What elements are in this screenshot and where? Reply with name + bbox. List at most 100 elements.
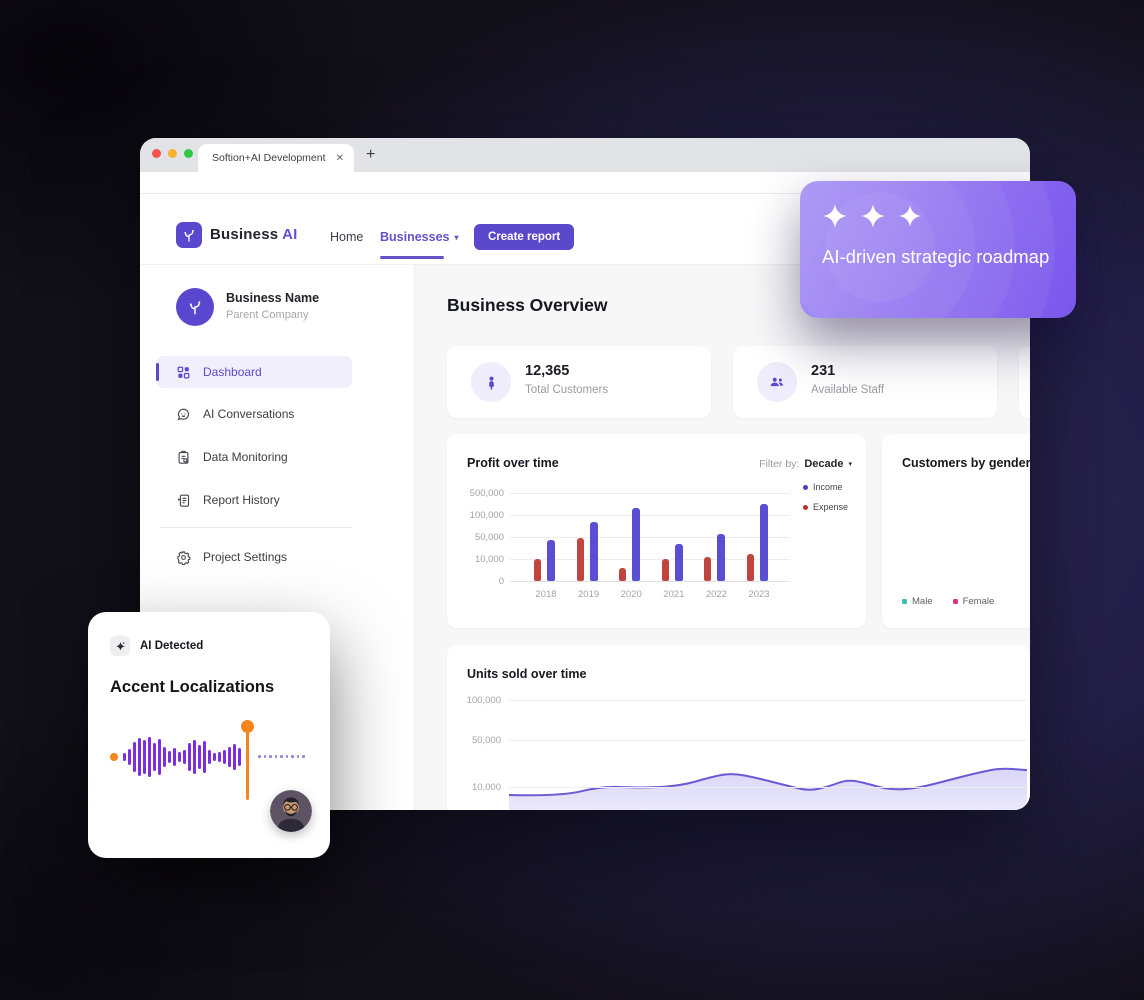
clipboard-search-icon — [178, 450, 189, 464]
waveform-dot — [291, 755, 294, 758]
close-window-button[interactable] — [152, 149, 161, 158]
expense-bar — [661, 559, 669, 581]
units-area-fill — [509, 768, 1027, 810]
waveform-bar — [213, 753, 216, 761]
main-content: Business Overview 12,365 Total Customers — [415, 265, 1030, 810]
filter-dropdown[interactable]: Filter by: Decade ▾ — [759, 458, 852, 470]
create-report-button[interactable]: Create report — [474, 224, 575, 250]
sidebar-item-project-settings[interactable]: Project Settings — [156, 541, 352, 573]
legend-item-male: Male — [902, 596, 933, 607]
playhead-knob-icon[interactable] — [241, 720, 254, 733]
legend-item-expense: Expense — [803, 502, 848, 512]
report-document-icon — [177, 494, 190, 507]
units-area-chart: 100,000 50,000 10,000 — [447, 645, 1030, 810]
sidebar-item-ai-conversations[interactable]: AI Conversations — [156, 398, 352, 430]
business-ai-logo-icon — [176, 222, 202, 248]
tab-close-icon[interactable]: ✕ — [335, 152, 344, 164]
legend-label: Male — [912, 596, 933, 607]
income-bar — [674, 544, 683, 581]
waveform-dot — [263, 755, 266, 758]
income-bar — [547, 539, 555, 581]
chart-title: Customers by gender — [902, 456, 1030, 470]
waveform-bar — [173, 748, 176, 766]
sparkle-stars — [822, 203, 922, 229]
y-axis-tick: 10,000 — [471, 782, 501, 793]
expense-legend-dot — [803, 504, 808, 510]
y-axis-tick: 10,000 — [474, 554, 504, 565]
expense-bar — [576, 538, 584, 581]
people-icon — [757, 362, 797, 402]
x-axis-tick: 2023 — [748, 589, 770, 600]
expense-bar — [704, 557, 712, 581]
y-axis-tick: 100,000 — [466, 695, 501, 706]
stat-value: 12,365 — [525, 363, 570, 379]
sparkle-icon — [899, 205, 921, 227]
sidebar-divider — [160, 527, 352, 528]
sidebar-profile[interactable]: Business Name Parent Company — [176, 288, 319, 326]
brand-accent-text: AI — [282, 226, 298, 243]
business-subtitle: Parent Company — [226, 309, 309, 321]
waveform-bar — [233, 744, 236, 770]
sidebar-item-report-history[interactable]: Report History — [156, 484, 352, 516]
income-bar — [632, 508, 641, 581]
waveform-playhead[interactable] — [241, 720, 254, 800]
chart-legend: Income Expense — [803, 482, 848, 522]
waveform-start-dot — [110, 753, 118, 761]
units-sold-card: Units sold over time — [447, 645, 1030, 810]
badge-label: AI Detected — [140, 640, 204, 652]
waveform-dot — [280, 755, 283, 758]
zoom-window-button[interactable] — [184, 149, 193, 158]
x-axis-tick: 2018 — [535, 589, 557, 600]
decorative-ring — [800, 181, 1055, 318]
waveform-bar — [218, 752, 221, 762]
minimize-window-button[interactable] — [168, 149, 177, 158]
waveform-dot — [296, 755, 299, 758]
y-axis-tick: 50,000 — [474, 532, 504, 543]
ai-detected-badge: AI Detected — [110, 636, 203, 656]
gear-icon — [177, 550, 191, 565]
accent-localizations-card: AI Detected Accent Localizations — [88, 612, 330, 858]
decorative-ring — [800, 181, 1015, 318]
legend-label: Expense — [813, 502, 849, 512]
browser-tab[interactable]: Softion+AI Development ✕ — [198, 144, 354, 172]
nav-home-link[interactable]: Home — [330, 230, 364, 244]
chart-title: Profit over time — [467, 456, 559, 470]
business-name: Business Name — [226, 291, 320, 305]
waveform-bar — [153, 743, 156, 771]
y-axis-tick: 500,000 — [469, 488, 504, 499]
filter-value: Decade — [804, 458, 844, 470]
sparkle-icon — [823, 204, 847, 228]
ai-badge-icon — [110, 636, 130, 656]
company-avatar — [176, 288, 214, 326]
sidebar-item-dashboard[interactable]: Dashboard — [156, 356, 352, 388]
waveform-bar — [133, 742, 136, 772]
browser-tab-bar: Softion+AI Development ✕ + — [140, 138, 1030, 172]
nav-businesses-link[interactable]: Businesses ▾ — [380, 230, 459, 244]
waveform-dot — [274, 755, 277, 758]
waveform-bar — [208, 750, 211, 764]
waveform-bar — [163, 747, 166, 767]
gridline — [509, 740, 1027, 741]
waveform-bar — [198, 745, 201, 769]
waveform-remaining-dots — [258, 755, 305, 758]
nav-businesses-label: Businesses — [380, 230, 450, 244]
gridline — [509, 787, 1027, 788]
audio-waveform — [110, 720, 308, 800]
sidebar-item-label: Data Monitoring — [203, 450, 288, 464]
waveform-bar — [223, 750, 226, 764]
decorative-ring — [800, 181, 975, 318]
y-axis-tick: 0 — [498, 576, 504, 587]
sparkle-icon — [861, 204, 885, 228]
legend-label: Female — [962, 596, 995, 607]
sidebar-item-data-monitoring[interactable]: Data Monitoring — [156, 441, 352, 473]
stat-card-available-staff: 231 Available Staff — [733, 346, 997, 418]
waveform-bar — [228, 747, 231, 767]
decorative-ring — [825, 192, 935, 302]
chat-bubble-icon — [177, 408, 190, 420]
waveform-dot — [269, 755, 272, 758]
new-tab-button[interactable]: + — [366, 146, 376, 163]
roadmap-title: AI-driven strategic roadmap — [822, 246, 1050, 267]
stat-label: Available Staff — [811, 384, 885, 396]
brand-name: Business AI — [210, 226, 298, 243]
